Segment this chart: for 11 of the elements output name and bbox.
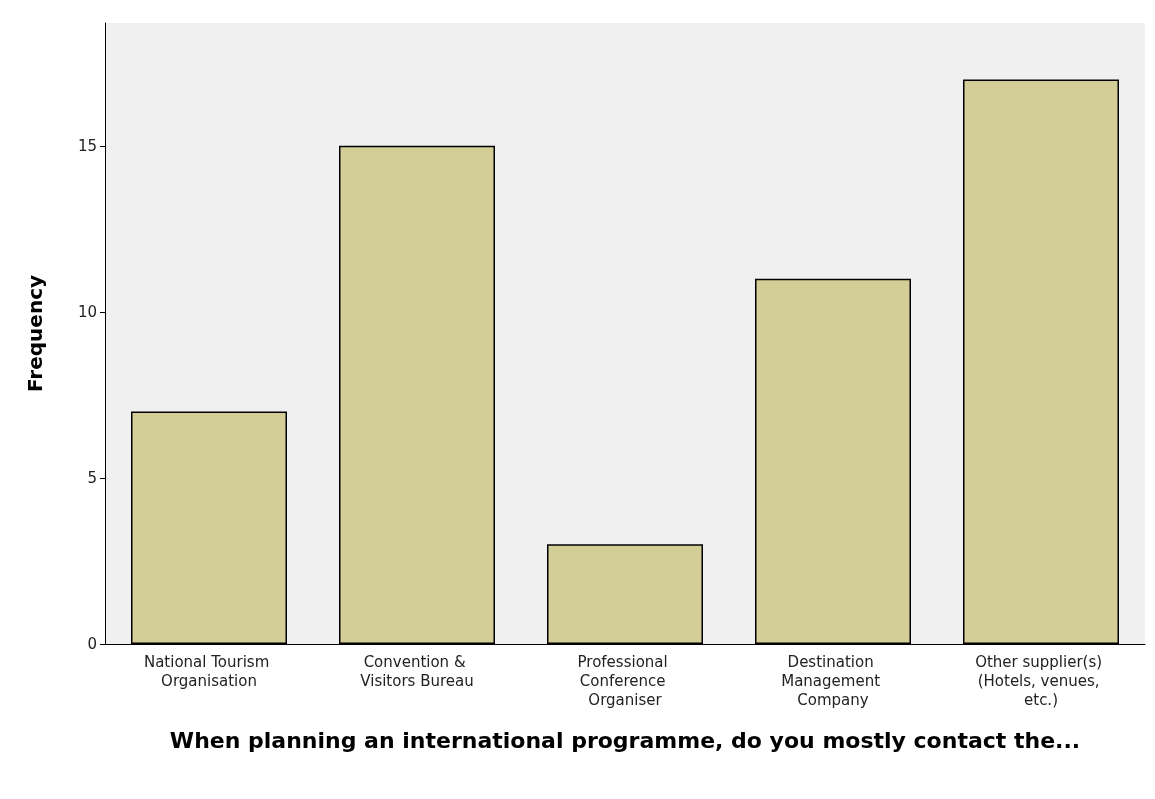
x-tick-label: Destination Management Company [781,652,885,709]
y-tick-label: 5 [87,468,97,487]
x-tick-label: Other supplier(s) (Hotels, venues, etc.) [975,652,1107,709]
x-tick-label: Professional Conference Organiser [577,652,673,709]
y-tick-label: 15 [77,136,97,155]
x-axis-title: When planning an international programme, do you mostly contact the... [169,727,1081,753]
y-tick-label: 0 [87,635,97,653]
x-tick-label: Convention & Visitors Bureau [360,652,474,690]
y-axis-title: Frequency [23,274,47,393]
y-tick-label: 10 [77,302,97,321]
x-tick-label: National Tourism Organisation [143,652,275,690]
